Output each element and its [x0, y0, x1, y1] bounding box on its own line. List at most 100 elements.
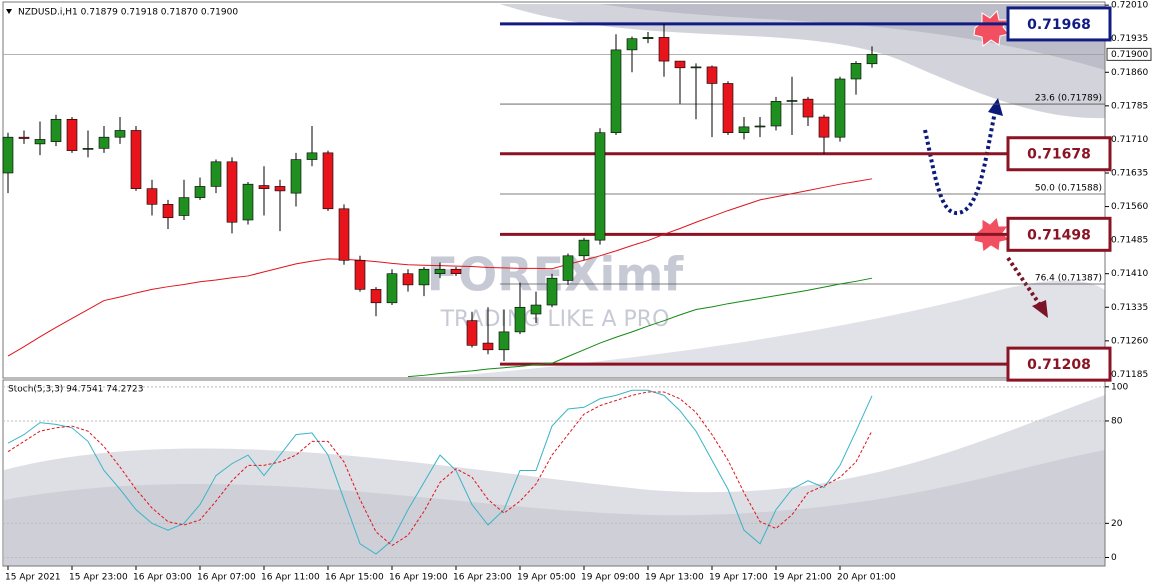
level-box [1006, 216, 1112, 252]
fib-label: 23.6 (0.71789) [1035, 94, 1102, 104]
candle-body [322, 152, 334, 210]
main-frame [2, 1, 1106, 379]
candle-body [450, 268, 462, 275]
x-tick-label: 20 Apr 01:00 [837, 573, 896, 583]
candle-body [770, 101, 782, 127]
y-tick-label: 0.71260 [1111, 336, 1148, 346]
level-label: 0.71208 [1027, 357, 1091, 373]
candle-body [466, 320, 478, 346]
candle-body [130, 130, 142, 189]
y-tick-label: 0.71635 [1111, 168, 1148, 178]
candle-body [546, 277, 558, 306]
candle-body [818, 116, 830, 138]
candle-body [82, 148, 94, 150]
candle-body [338, 208, 350, 261]
indicator-frame [2, 379, 1106, 567]
candle-body [594, 132, 606, 241]
candle-body [274, 186, 286, 192]
candle-body [66, 118, 78, 151]
candle-body [114, 130, 126, 138]
x-tick-label: 19 Apr 09:00 [581, 573, 640, 583]
candle-body [354, 259, 366, 290]
candle-body [658, 37, 670, 62]
candle-body [146, 188, 158, 205]
y-tick-label: 0.71335 [1111, 303, 1148, 313]
y-tick-label: 0.71860 [1111, 68, 1148, 78]
y-tick-label: 0.71485 [1111, 236, 1148, 246]
level-label: 0.71498 [1027, 227, 1091, 243]
level-box [1006, 136, 1112, 172]
candle-body [834, 78, 846, 138]
candle-body [418, 268, 430, 286]
title-marker [6, 9, 12, 14]
swoosh [600, 4, 1105, 70]
candle-body [306, 152, 318, 160]
x-tick-label: 16 Apr 07:00 [197, 573, 256, 583]
candle-body [50, 118, 62, 142]
candle-body [290, 159, 302, 194]
candle-body [578, 239, 590, 257]
candle-body [514, 306, 526, 333]
x-tick-label: 19 Apr 17:00 [709, 573, 768, 583]
candle-body [802, 98, 814, 118]
y-tick-label: 0.71410 [1111, 269, 1148, 279]
arrow-head [988, 98, 1003, 116]
x-tick-label: 16 Apr 15:00 [325, 573, 384, 583]
candle-body [2, 136, 14, 174]
level-label: 0.71678 [1027, 147, 1091, 163]
swoosh [4, 450, 1105, 566]
indicator-tick-label: 20 [1111, 519, 1123, 529]
candle-body [754, 125, 766, 128]
last-price-label: 0.71900 [1111, 50, 1148, 60]
candle-body [642, 37, 654, 40]
candle-body [226, 161, 238, 223]
y-tick-label: 0.72010 [1111, 1, 1148, 11]
arrow-head [1032, 300, 1048, 318]
x-tick-label: 19 Apr 21:00 [773, 573, 832, 583]
candle-body [690, 66, 702, 69]
y-tick-label: 0.71785 [1111, 101, 1148, 111]
chart-title: NZDUSD.i,H1 0.71879 0.71918 0.71870 0.71… [18, 8, 238, 18]
x-tick-label: 19 Apr 13:00 [645, 573, 704, 583]
y-tick-label: 0.71935 [1111, 34, 1148, 44]
burst [973, 10, 1010, 47]
indicator-tick-label: 0 [1111, 553, 1117, 563]
level-label: 0.71968 [1027, 17, 1091, 33]
indicator-line [7, 389, 873, 555]
candle-body [210, 161, 222, 187]
candle-body [866, 54, 878, 65]
swoosh [430, 280, 1105, 378]
candle-body [386, 273, 398, 304]
x-tick-label: 19 Apr 05:00 [517, 573, 576, 583]
candle-body [162, 204, 174, 219]
x-tick-label: 15 Apr 2021 [5, 573, 61, 583]
y-tick-label: 0.71560 [1111, 202, 1148, 212]
candle-body [626, 38, 638, 51]
level-box [1006, 6, 1112, 42]
indicator-line [7, 391, 873, 547]
candle-body [434, 268, 446, 275]
candle-body [194, 186, 206, 198]
candle-body [562, 255, 574, 281]
x-tick-label: 16 Apr 11:00 [261, 573, 320, 583]
indicator-tick-label: 80 [1111, 416, 1123, 426]
watermark-tagline: TRADING LIKE A PRO [440, 307, 670, 332]
moving-average [407, 277, 873, 378]
candle-body [258, 185, 270, 189]
candle-body [786, 100, 798, 102]
y-tick-label: 0.71710 [1111, 135, 1148, 145]
candle-body [706, 66, 718, 84]
candle-body [18, 136, 30, 139]
x-tick-label: 15 Apr 23:00 [69, 573, 128, 583]
candle-body [482, 342, 494, 351]
y-tick-label: 0.71185 [1111, 370, 1148, 380]
last-price-box [1106, 47, 1152, 61]
candle-body [370, 289, 382, 304]
candle-body [98, 136, 110, 149]
candle-body [402, 273, 414, 286]
indicator-tick-label: 100 [1111, 382, 1128, 392]
x-tick-label: 16 Apr 19:00 [389, 573, 448, 583]
x-tick-label: 16 Apr 23:00 [453, 573, 512, 583]
